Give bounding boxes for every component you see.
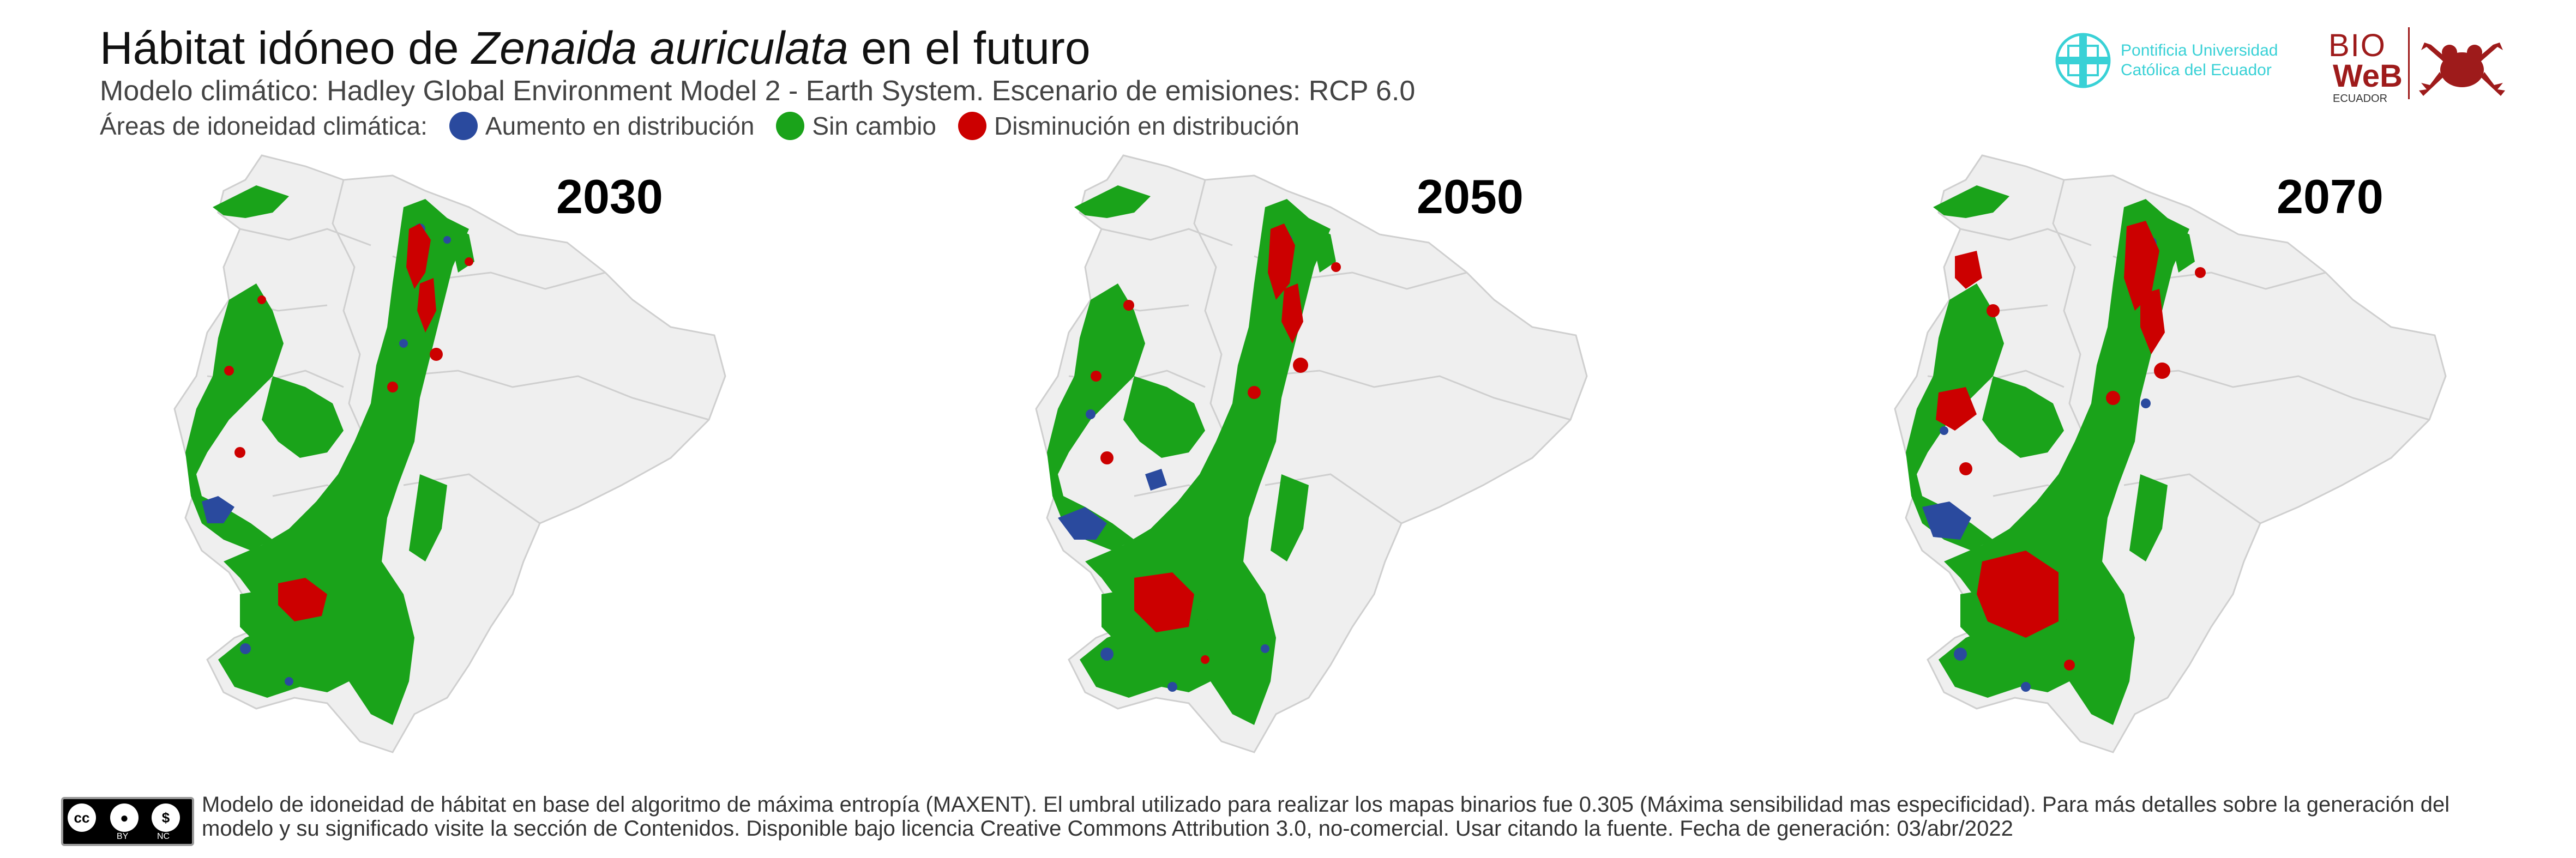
legend-item-no-change: Sin cambio [812,112,936,140]
ecuador-map-2050 [1035,154,1588,753]
year-label-2030: 2030 [556,170,663,223]
ecuador-map-2030 [173,154,726,753]
ecuador-map-2070 [1894,154,2447,753]
page-subtitle: Modelo climático: Hadley Global Environm… [100,75,1416,107]
cc-by-label: BY [117,832,129,841]
bioweb-web-text: WeB [2333,58,2403,94]
bioweb-ecuador-text: ECUADOR [2333,93,2388,105]
map-header: Hábitat idóneo de Zenaida auriculata en … [100,22,1415,144]
legend-dot-increase [449,112,478,140]
legend-label: Áreas de idoneidad climática: [100,112,428,140]
by-person-icon: ● [110,803,139,832]
cc-icon: cc [68,803,96,832]
frog-icon [2419,43,2505,96]
species-name: Zenaida auriculata [471,22,848,74]
puce-emblem-icon [2055,33,2111,88]
map-2050 [1025,147,1625,763]
bioweb-separator [2408,27,2410,99]
puce-name-line1: Pontificia Universidad [2121,41,2278,59]
year-label-2050: 2050 [1417,170,1524,223]
puce-logo: Pontificia Universidad Católica del Ecua… [2053,31,2278,90]
bioweb-bio-text: BIO [2328,28,2386,63]
year-label-2070: 2070 [2277,170,2384,223]
page-title: Hábitat idóneo de Zenaida auriculata en … [100,22,1091,74]
cc-license-badge[interactable]: cc ● $ BY NC [61,797,194,846]
nc-dollar-icon: $ [152,803,180,832]
legend: Áreas de idoneidad climática: Aumento en… [100,108,1415,144]
map-2070 [1884,147,2484,763]
legend-dot-no-change [776,112,805,140]
map-2030 [164,147,763,763]
legend-dot-decrease [958,112,986,140]
puce-name-line2: Católica del Ecuador [2121,61,2272,79]
footer: cc ● $ BY NC Modelo de idoneidad de hábi… [61,793,2508,846]
footer-text: Modelo de idoneidad de hábitat en base d… [202,793,2450,841]
bioweb-logo: BIO WeB ECUADOR [2328,27,2508,109]
cc-nc-label: NC [157,832,170,841]
legend-item-decrease: Disminución en distribución [994,112,1299,140]
legend-item-increase: Aumento en distribución [485,112,755,140]
